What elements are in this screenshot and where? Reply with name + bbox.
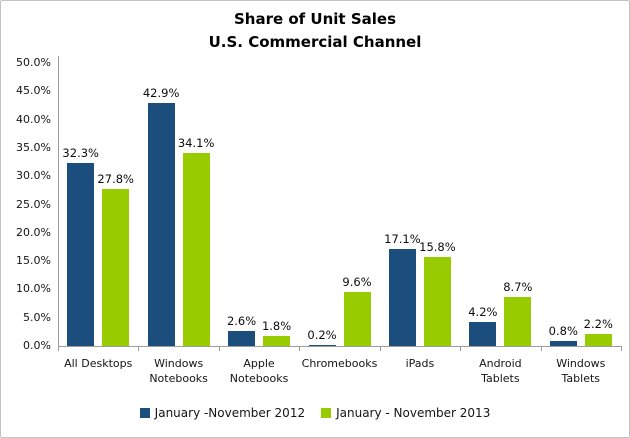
bar-value-label: 4.2% bbox=[468, 305, 498, 319]
bar-value-label: 0.8% bbox=[548, 324, 578, 338]
x-axis-tick bbox=[218, 347, 220, 351]
x-axis-tick bbox=[379, 347, 381, 351]
bar-value-label: 15.8% bbox=[419, 240, 456, 254]
y-axis-line bbox=[58, 56, 59, 347]
legend-label-2012: January -November 2012 bbox=[154, 406, 306, 420]
x-axis-line bbox=[58, 346, 622, 347]
bar-series1-android-tablets bbox=[469, 322, 497, 346]
x-axis-label: Apple Notebooks bbox=[229, 357, 289, 385]
x-axis-label: Chromebooks bbox=[301, 357, 378, 370]
y-axis-label: 35.0% bbox=[16, 140, 51, 154]
x-axis-label: iPads bbox=[405, 357, 435, 370]
x-axis-tick bbox=[540, 347, 542, 351]
legend-swatch-2012-icon bbox=[139, 408, 150, 418]
bar-value-label: 2.2% bbox=[583, 317, 613, 331]
bar-value-label: 27.8% bbox=[97, 172, 134, 186]
bar-series1-all-desktops bbox=[67, 163, 95, 346]
bar-series2-apple-notebooks bbox=[263, 336, 291, 346]
legend-label-2013: January - November 2013 bbox=[336, 406, 491, 420]
legend-item-2012: January -November 2012 bbox=[139, 406, 306, 420]
legend-swatch-2013-icon bbox=[321, 408, 332, 418]
bar-series1-windows-tablets bbox=[549, 341, 577, 346]
bar-value-label: 17.1% bbox=[384, 232, 421, 246]
y-axis-label: 15.0% bbox=[16, 254, 51, 268]
bar-value-label: 42.9% bbox=[142, 86, 180, 100]
legend-item-2013: January - November 2013 bbox=[321, 406, 490, 420]
chart-title-line1: Share of Unit Sales bbox=[233, 10, 396, 28]
bar-value-label: 8.7% bbox=[503, 280, 533, 294]
bar-series1-windows-notebooks bbox=[147, 103, 175, 346]
bar-value-label: 1.8% bbox=[261, 319, 292, 333]
x-axis-tick bbox=[138, 347, 140, 351]
x-axis-label: Windows Notebooks bbox=[149, 357, 208, 385]
bar-series2-windows-notebooks bbox=[182, 153, 210, 346]
bar-series1-ipads bbox=[388, 249, 416, 346]
bar-value-label: 34.1% bbox=[177, 136, 215, 150]
bar-series1-apple-notebooks bbox=[228, 331, 256, 346]
x-axis-tick bbox=[299, 347, 301, 351]
bar-series1-chromebooks bbox=[308, 345, 336, 346]
x-axis-tick bbox=[460, 347, 462, 351]
x-axis-label: Android Tablets bbox=[479, 357, 522, 385]
x-axis-tick bbox=[621, 347, 622, 351]
chart-title-line2: U.S. Commercial Channel bbox=[208, 33, 422, 51]
bar-series2-ipads bbox=[423, 257, 451, 346]
y-axis-label: 0.0% bbox=[23, 339, 51, 352]
y-axis-label: 40.0% bbox=[16, 112, 51, 126]
legend: January -November 2012 January - Novembe… bbox=[1, 406, 629, 420]
bar-value-label: 9.6% bbox=[342, 275, 372, 289]
y-axis-label: 25.0% bbox=[16, 197, 51, 211]
x-axis-label: All Desktops bbox=[64, 357, 133, 370]
y-axis-label: 50.0% bbox=[16, 56, 51, 69]
bar-series2-android-tablets bbox=[504, 297, 532, 346]
bar-series2-windows-tablets bbox=[584, 334, 612, 346]
y-axis-label: 20.0% bbox=[16, 225, 51, 239]
bar-value-label: 32.3% bbox=[62, 146, 99, 160]
chart-title: Share of Unit Sales U.S. Commercial Chan… bbox=[1, 8, 629, 54]
bar-series2-chromebooks bbox=[343, 292, 371, 346]
y-axis-label: 10.0% bbox=[16, 282, 51, 296]
x-axis-tick bbox=[58, 347, 59, 351]
x-axis-label: Windows Tablets bbox=[556, 357, 606, 385]
y-axis-label: 45.0% bbox=[16, 84, 51, 98]
bar-value-label: 0.2% bbox=[307, 328, 337, 342]
y-axis-label: 5.0% bbox=[23, 310, 51, 324]
bar-series2-all-desktops bbox=[102, 189, 130, 346]
y-axis-label: 30.0% bbox=[16, 169, 51, 183]
bar-value-label: 2.6% bbox=[226, 314, 257, 328]
